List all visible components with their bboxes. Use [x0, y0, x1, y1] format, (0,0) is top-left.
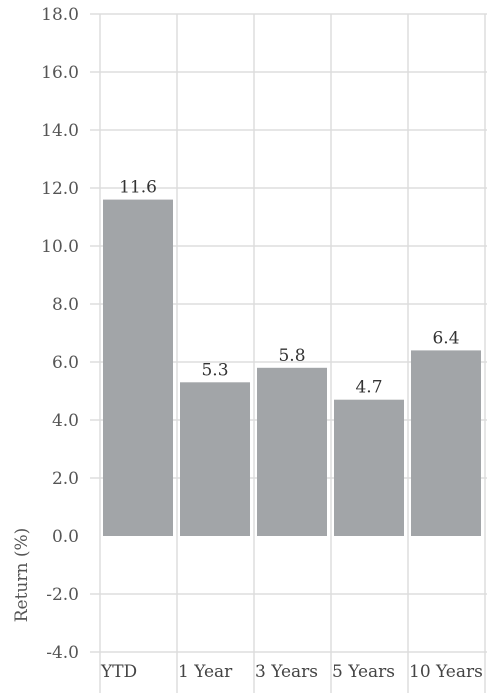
x-tick-label: YTD [100, 662, 137, 682]
y-tick-label: 16.0 [41, 63, 79, 83]
y-tick-label: 8.0 [52, 295, 79, 315]
y-tick-label: 6.0 [52, 353, 79, 373]
data-label: 11.6 [119, 178, 157, 198]
bars-layer [103, 199, 481, 536]
labels-layer: 18.0 16.0 14.0 12.0 10.0 8.0 6.0 4.0 2.0 0.0 -2.0 -… [41, 5, 483, 682]
x-tick-label: 3 Years [255, 662, 318, 682]
x-tick-label: 1 Year [178, 662, 233, 682]
data-label: 4.7 [355, 378, 382, 398]
x-tick-label: 5 Years [332, 662, 395, 682]
bar [180, 382, 250, 536]
y-tick-label: 14.0 [41, 121, 79, 141]
y-tick-label: 2.0 [52, 469, 79, 489]
y-axis-title: Return (%) [12, 528, 32, 623]
y-tick-label: 0.0 [52, 527, 79, 547]
bar [257, 367, 327, 536]
y-tick-label: -4.0 [46, 643, 79, 663]
y-tick-label: 12.0 [41, 179, 79, 199]
y-tick-label: 18.0 [41, 5, 79, 25]
bar [103, 199, 173, 536]
y-tick-label: 10.0 [41, 237, 79, 257]
bar [334, 399, 404, 536]
y-tick-label: 4.0 [52, 411, 79, 431]
x-tick-label: 10 Years [409, 662, 483, 682]
data-label: 5.8 [278, 346, 305, 366]
data-label: 5.3 [201, 360, 228, 380]
data-label: 6.4 [432, 328, 459, 348]
bar [411, 350, 481, 536]
y-tick-label: -2.0 [46, 585, 79, 605]
